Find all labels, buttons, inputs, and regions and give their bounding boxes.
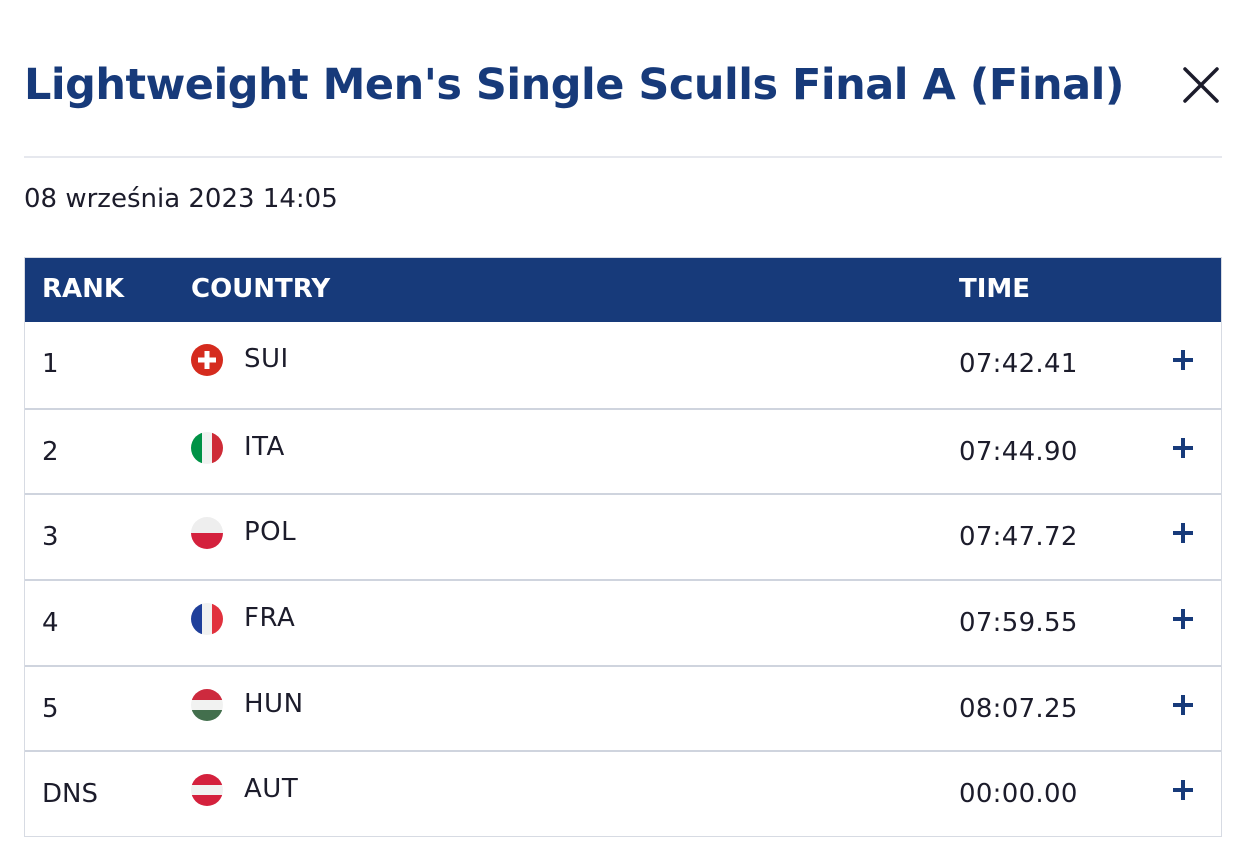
time-cell: 08:07.25 — [959, 693, 1078, 724]
country-cell: FRA — [244, 603, 296, 634]
page-title: Lightweight Men's Single Sculls Final A … — [24, 60, 1125, 110]
plus-icon — [1173, 694, 1193, 715]
results-table: RANK COUNTRY TIME 1 SUI 07:42.41 — [24, 257, 1222, 838]
header-rank: RANK — [42, 274, 125, 304]
plus-icon — [1173, 523, 1193, 544]
plus-icon — [1173, 437, 1193, 458]
dialog-header: Lightweight Men's Single Sculls Final A … — [24, 0, 1222, 158]
race-date: 08 września 2023 14:05 — [24, 184, 338, 214]
time-cell: 00:00.00 — [959, 779, 1078, 810]
plus-icon — [1173, 609, 1193, 630]
table-row[interactable]: 1 SUI 07:42.41 — [25, 322, 1221, 408]
time-cell: 07:42.41 — [959, 349, 1078, 379]
poland-flag-icon — [191, 517, 223, 550]
country-cell: AUT — [244, 774, 299, 805]
rank-cell: 1 — [42, 349, 59, 379]
table-row[interactable]: DNS AUT 00:00.00 — [25, 750, 1221, 836]
expand-row-button[interactable] — [1171, 693, 1195, 717]
time-cell: 07:44.90 — [959, 436, 1078, 467]
table-row[interactable]: 3 POL 07:47.72 — [25, 493, 1221, 579]
rank-cell: 5 — [42, 693, 59, 724]
close-button[interactable] — [1182, 66, 1220, 104]
time-cell: 07:47.72 — [959, 522, 1078, 553]
rank-cell: 2 — [42, 436, 59, 467]
close-icon — [1183, 67, 1219, 103]
expand-row-button[interactable] — [1171, 436, 1195, 460]
plus-icon — [1173, 350, 1193, 370]
table-body: 1 SUI 07:42.41 2 — [25, 322, 1221, 836]
table-row[interactable]: 2 ITA 07:44.90 — [25, 407, 1221, 494]
header-country: COUNTRY — [191, 274, 331, 304]
expand-row-button[interactable] — [1171, 348, 1195, 372]
rank-cell: 3 — [42, 522, 59, 553]
austria-flag-icon — [191, 774, 223, 807]
expand-row-button[interactable] — [1171, 778, 1195, 802]
country-cell: HUN — [244, 688, 304, 719]
table-row[interactable]: 4 FRA 07:59.55 — [25, 579, 1221, 665]
rank-cell: DNS — [42, 779, 98, 810]
switzerland-flag-icon — [191, 344, 223, 376]
country-cell: POL — [244, 517, 297, 548]
plus-icon — [1173, 780, 1193, 801]
france-flag-icon — [191, 603, 223, 636]
time-cell: 07:59.55 — [959, 608, 1078, 639]
country-cell: ITA — [244, 431, 285, 462]
country-cell: SUI — [244, 344, 289, 374]
header-time: TIME — [959, 274, 1031, 304]
table-row[interactable]: 5 HUN 08:07.25 — [25, 664, 1221, 751]
expand-row-button[interactable] — [1171, 607, 1195, 631]
rank-cell: 4 — [42, 608, 59, 639]
italy-flag-icon — [191, 431, 223, 464]
table-header: RANK COUNTRY TIME — [25, 258, 1221, 322]
hungary-flag-icon — [191, 688, 223, 721]
expand-row-button[interactable] — [1171, 521, 1195, 545]
results-dialog: Lightweight Men's Single Sculls Final A … — [24, 0, 1222, 846]
